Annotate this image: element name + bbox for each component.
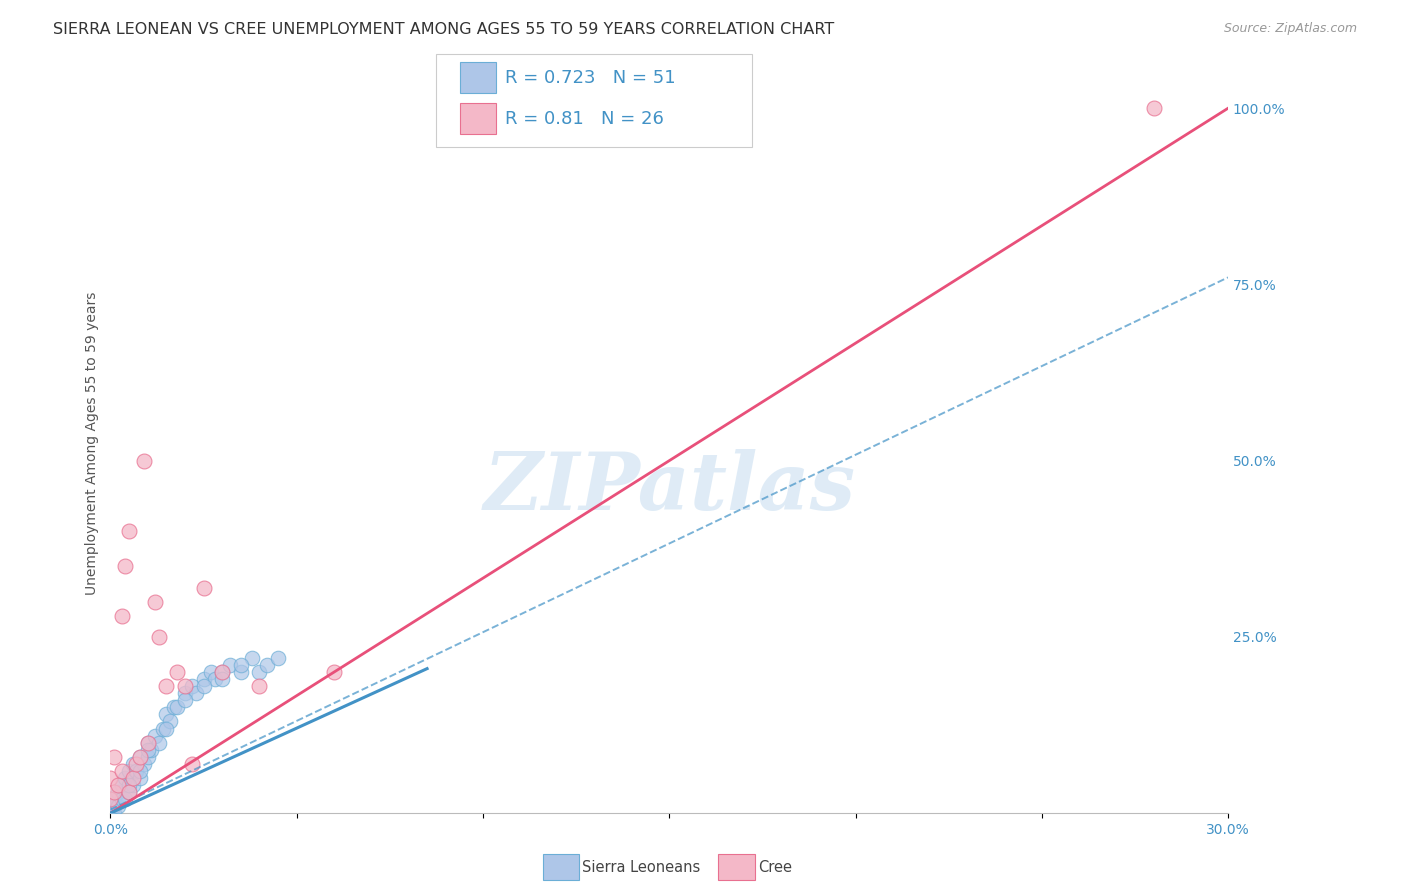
Point [110,608,132,623]
Point [152,722,174,736]
Point [174,679,197,693]
Point [121,771,143,785]
Point [107,799,129,814]
Point [211,672,233,686]
Point [163,700,186,714]
Point [110,778,132,792]
Point [129,749,152,764]
Point [103,749,125,764]
Text: ZIPatlas: ZIPatlas [484,449,855,526]
Point [143,729,166,743]
Point [132,453,155,467]
Point [256,658,278,673]
Point [136,736,159,750]
Point [118,785,141,799]
Point [114,559,136,574]
Point [229,658,252,673]
Point [267,651,290,665]
Point [155,722,177,736]
Point [121,778,143,792]
Point [1142,101,1164,115]
Point [181,756,204,771]
Text: Sierra Leoneans: Sierra Leoneans [582,860,700,874]
Point [136,749,159,764]
Point [159,714,181,729]
Point [155,707,177,722]
Point [132,756,155,771]
Point [229,665,252,680]
Point [193,581,215,595]
Point [211,665,233,680]
Point [204,672,226,686]
Point [100,799,122,814]
Point [118,778,141,792]
Point [114,771,136,785]
Point [136,742,159,756]
Point [118,764,141,778]
Point [129,771,152,785]
Point [136,736,159,750]
Text: Source: ZipAtlas.com: Source: ZipAtlas.com [1223,22,1357,36]
Point [181,679,204,693]
Point [200,665,222,680]
Point [100,792,122,806]
Point [100,792,122,806]
Point [148,736,170,750]
Point [141,742,163,756]
Point [143,595,166,609]
Point [110,792,132,806]
Point [103,792,125,806]
Point [193,679,215,693]
Point [110,764,132,778]
Text: R = 0.723   N = 51: R = 0.723 N = 51 [505,69,675,87]
Point [103,806,125,821]
Text: Cree: Cree [758,860,792,874]
Point [155,679,177,693]
Point [107,785,129,799]
Point [118,524,141,538]
Point [107,778,129,792]
Point [211,665,233,680]
Point [174,686,197,700]
Point [193,672,215,686]
Point [184,686,207,700]
Point [174,693,197,707]
Point [118,785,141,799]
Point [100,806,122,821]
Text: R = 0.81   N = 26: R = 0.81 N = 26 [505,110,664,128]
Point [323,665,346,680]
Point [114,792,136,806]
Point [103,785,125,799]
Point [129,749,152,764]
Point [249,679,271,693]
Text: SIERRA LEONEAN VS CREE UNEMPLOYMENT AMONG AGES 55 TO 59 YEARS CORRELATION CHART: SIERRA LEONEAN VS CREE UNEMPLOYMENT AMON… [53,22,835,37]
Point [166,700,188,714]
Point [100,771,122,785]
Point [129,764,152,778]
Point [166,665,188,680]
Point [121,756,143,771]
Y-axis label: Unemployment Among Ages 55 to 59 years: Unemployment Among Ages 55 to 59 years [86,292,100,595]
Point [240,651,263,665]
Point [125,764,148,778]
Point [103,799,125,814]
Point [249,665,271,680]
Point [125,756,148,771]
Point [218,658,240,673]
Point [148,630,170,644]
